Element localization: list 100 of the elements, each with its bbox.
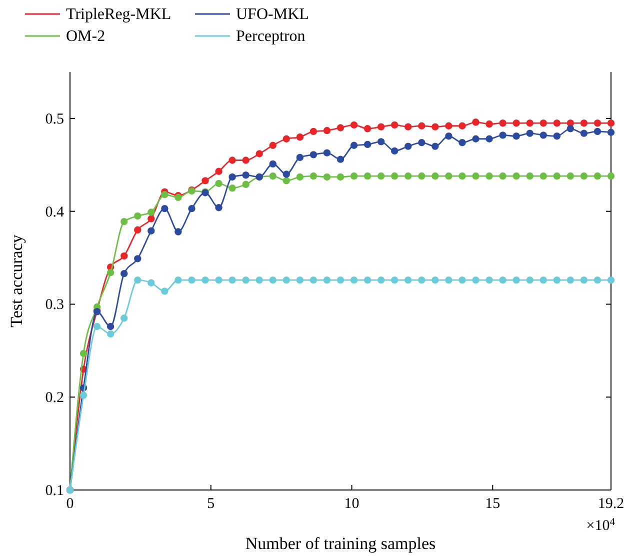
point bbox=[458, 122, 466, 130]
legend-label: OM-2 bbox=[66, 28, 106, 45]
point bbox=[418, 122, 426, 130]
point bbox=[242, 276, 250, 284]
point bbox=[296, 276, 304, 284]
point bbox=[215, 204, 222, 212]
point bbox=[323, 126, 331, 134]
point bbox=[106, 322, 114, 330]
point bbox=[377, 172, 385, 180]
point bbox=[607, 172, 615, 180]
point bbox=[553, 172, 560, 180]
point bbox=[120, 252, 128, 260]
point bbox=[391, 276, 398, 284]
point bbox=[256, 150, 263, 158]
point bbox=[486, 172, 493, 180]
point bbox=[580, 276, 588, 284]
point bbox=[607, 276, 615, 284]
point bbox=[472, 135, 480, 142]
point bbox=[418, 276, 426, 284]
point bbox=[607, 128, 615, 136]
point bbox=[553, 276, 560, 284]
point bbox=[540, 172, 547, 180]
y-tick-label: 0.2 bbox=[45, 390, 64, 406]
point bbox=[472, 276, 480, 284]
point bbox=[350, 142, 358, 149]
point bbox=[93, 322, 101, 330]
point bbox=[499, 172, 506, 180]
point bbox=[445, 132, 452, 140]
point bbox=[228, 184, 236, 192]
point bbox=[323, 276, 331, 284]
point bbox=[228, 276, 236, 284]
point bbox=[580, 172, 588, 180]
point bbox=[80, 350, 88, 358]
x-tick-label: 0 bbox=[66, 496, 74, 512]
point bbox=[188, 204, 196, 212]
point bbox=[134, 212, 142, 220]
point bbox=[269, 276, 276, 284]
point bbox=[364, 276, 372, 284]
point bbox=[486, 120, 493, 128]
legend-label: UFO-MKL bbox=[236, 6, 309, 23]
point bbox=[174, 276, 182, 284]
point bbox=[336, 276, 344, 284]
point bbox=[472, 172, 480, 180]
point bbox=[391, 121, 398, 129]
point bbox=[404, 123, 412, 130]
point bbox=[228, 156, 236, 164]
point bbox=[486, 276, 493, 284]
point bbox=[512, 132, 520, 140]
point bbox=[432, 276, 439, 284]
point bbox=[540, 132, 547, 139]
point bbox=[282, 135, 290, 142]
point bbox=[134, 276, 142, 284]
point bbox=[242, 172, 250, 179]
x-tick-label: 5 bbox=[207, 496, 215, 512]
point bbox=[296, 154, 304, 162]
point bbox=[242, 156, 250, 164]
point bbox=[526, 119, 534, 127]
y-tick-label: 0.5 bbox=[45, 111, 64, 128]
point bbox=[486, 135, 493, 142]
x-axis-title: Number of training samples bbox=[245, 534, 436, 553]
x-tick-label: 15 bbox=[485, 496, 500, 512]
y-tick-label: 0.4 bbox=[45, 204, 64, 220]
point bbox=[228, 173, 236, 181]
point bbox=[540, 276, 547, 284]
point bbox=[499, 132, 506, 139]
point bbox=[512, 276, 520, 284]
point bbox=[404, 142, 412, 150]
point bbox=[364, 172, 372, 180]
point bbox=[161, 204, 168, 212]
y-tick-label: 0.3 bbox=[45, 297, 64, 314]
point bbox=[282, 170, 290, 178]
point bbox=[432, 142, 439, 150]
point bbox=[445, 276, 452, 284]
point bbox=[445, 172, 452, 180]
point bbox=[161, 191, 168, 198]
point bbox=[377, 138, 385, 146]
point bbox=[566, 125, 574, 132]
point bbox=[364, 125, 372, 132]
point bbox=[594, 119, 602, 127]
point bbox=[350, 172, 358, 180]
point bbox=[215, 276, 222, 284]
x-tick-label: 10 bbox=[344, 496, 360, 512]
y-tick-label: 0.1 bbox=[45, 483, 64, 499]
point bbox=[391, 172, 398, 180]
point bbox=[472, 118, 480, 126]
point bbox=[148, 215, 155, 222]
point bbox=[350, 121, 358, 129]
point bbox=[350, 276, 358, 284]
point bbox=[512, 119, 520, 127]
point bbox=[323, 173, 331, 181]
point bbox=[458, 138, 466, 146]
point bbox=[580, 130, 588, 137]
point bbox=[540, 119, 547, 127]
point bbox=[269, 160, 276, 168]
point bbox=[418, 172, 426, 180]
point bbox=[458, 276, 466, 284]
point bbox=[161, 288, 168, 295]
point bbox=[404, 172, 412, 180]
point bbox=[432, 172, 439, 180]
point bbox=[594, 276, 602, 284]
